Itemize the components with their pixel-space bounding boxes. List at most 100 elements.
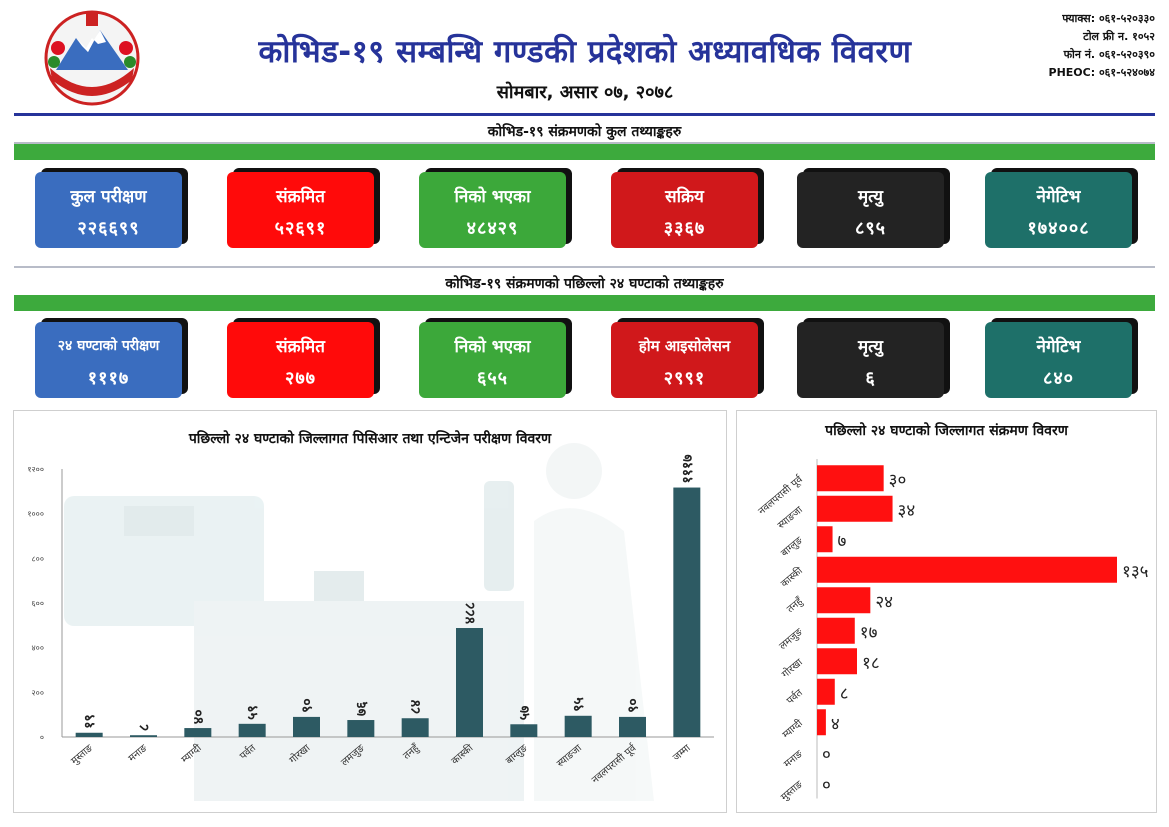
- lab-illustration: [64, 443, 654, 801]
- card-24h-deaths: मृत्यु ६: [797, 322, 944, 398]
- card-label: होम आइसोलेसन: [638, 337, 731, 355]
- bar-value-label: ७६: [354, 701, 370, 716]
- y-tick-label: ४००: [32, 644, 44, 653]
- bar: [401, 718, 429, 737]
- card-label: मृत्यु: [858, 187, 883, 207]
- card-total-deaths: मृत्यु ८९५: [797, 172, 944, 248]
- card-value: ६: [865, 368, 876, 389]
- y-tick-label: १०००: [27, 510, 44, 519]
- bar-value-label: १८: [862, 653, 880, 673]
- bar: [238, 723, 266, 737]
- card-label: २४ घण्टाको परीक्षण: [57, 338, 160, 354]
- last24-section-heading: कोभिड-१९ संक्रमणको पछिल्लो २४ घण्टाको तथ…: [445, 276, 724, 292]
- y-tick-label: मनाङ: [782, 748, 805, 770]
- header-divider: [14, 113, 1155, 116]
- bar-value-label: ८: [137, 724, 153, 731]
- bar: [817, 587, 871, 614]
- card-label: निको भएका: [454, 187, 531, 207]
- toll-free-number: टोल फ्री न. १०५२: [1083, 30, 1155, 43]
- divider: [14, 266, 1155, 268]
- x-tick-label: मनाङ: [127, 742, 150, 764]
- bar-value-label: ८४: [408, 700, 424, 715]
- fax-number: फ्याक्स: ०६१-५२०३३०: [1062, 12, 1155, 25]
- card-value: ६५५: [476, 368, 509, 389]
- tests-chart-panel: पछिल्लो २४ घण्टाको जिल्लागत पिसिआर तथा ए…: [13, 410, 727, 813]
- bar-value-label: ३०: [889, 470, 907, 490]
- y-tick-label: २००: [32, 688, 44, 697]
- card-label: सक्रिय: [665, 187, 704, 207]
- y-tick-label: ६००: [32, 599, 44, 608]
- card-value: ३३६७: [663, 218, 706, 239]
- card-value: ५२६९१: [274, 218, 327, 239]
- bar-value-label: ९५: [571, 697, 587, 712]
- bar: [817, 648, 857, 675]
- y-tick-label: पर्वत: [784, 687, 805, 707]
- card-label: नेगेटिभ: [1036, 337, 1081, 357]
- bar: [817, 526, 833, 553]
- card-value: ८९५: [854, 218, 887, 239]
- infection-chart-panel: पछिल्लो २४ घण्टाको जिल्लागत संक्रमण विवर…: [736, 410, 1157, 813]
- y-tick-label: १२००: [27, 465, 44, 474]
- y-tick-label: मुस्ताङ: [779, 779, 805, 804]
- bar-value-label: ८: [840, 684, 849, 704]
- y-tick-label: ०: [40, 733, 44, 742]
- infection-chart-title: पछिल्लो २४ घण्टाको जिल्लागत संक्रमण विवर…: [825, 423, 1068, 439]
- divider: [14, 142, 1155, 144]
- card-total-active: सक्रिय ३३६७: [611, 172, 758, 248]
- bar-value-label: ९०: [626, 698, 642, 713]
- y-tick-label: स्याङजा: [776, 504, 805, 531]
- bar: [75, 732, 103, 737]
- card-24h-recovered: निको भएका ६५५: [419, 322, 566, 398]
- card-label: संक्रमित: [276, 187, 325, 207]
- bar: [817, 709, 826, 736]
- nepal-emblem-logo: [44, 10, 140, 106]
- y-tick-label: गोरखा: [780, 656, 806, 680]
- card-24h-negative: नेगेटिभ ८४०: [985, 322, 1132, 398]
- bar: [184, 728, 212, 737]
- x-tick-label: जम्मा: [671, 743, 693, 764]
- bar: [673, 487, 701, 737]
- page-title: कोभिड-१९ सम्बन्धि गण्डकी प्रदेशको अध्याव…: [258, 34, 912, 70]
- bar: [130, 735, 157, 737]
- y-tick-label: म्याग्दी: [780, 717, 805, 741]
- bar: [817, 495, 893, 522]
- tests-chart-title: पछिल्लो २४ घण्टाको जिल्लागत पिसिआर तथा ए…: [188, 431, 552, 447]
- bar-value-label: ९०: [300, 698, 316, 713]
- bar: [293, 716, 320, 737]
- y-tick-label: लमजुङ: [778, 626, 806, 652]
- green-band: [14, 295, 1155, 311]
- bar: [619, 716, 646, 737]
- card-label: निको भएका: [454, 337, 531, 357]
- card-total-infected: संक्रमित ५२६९१: [227, 172, 374, 248]
- bar-value-label: १७: [860, 623, 878, 643]
- card-label: कुल परीक्षण: [70, 187, 147, 207]
- bar-value-label: ०: [822, 745, 831, 765]
- bar: [510, 724, 538, 737]
- y-tick-label: कास्की: [778, 565, 805, 590]
- bar-value-label: १९: [82, 714, 98, 729]
- bar-value-label: ५७: [517, 706, 533, 721]
- bar: [817, 556, 1117, 583]
- card-value: २९९१: [663, 368, 706, 389]
- report-date: सोमबार, असार ०७, २०७८: [496, 82, 674, 103]
- card-value: २२६६९९: [77, 218, 140, 239]
- phone-number: फोन नं. ०६१-५२०३९०: [1063, 48, 1155, 61]
- total-section-heading: कोभिड-१९ संक्रमणको कुल तथ्याङ्कहरु: [487, 124, 682, 140]
- bar: [347, 720, 375, 737]
- card-label: मृत्यु: [858, 337, 883, 357]
- green-band: [14, 144, 1155, 160]
- card-value: ८४०: [1042, 368, 1075, 389]
- bar-value-label: २४: [875, 592, 893, 612]
- card-value: २७७: [284, 368, 317, 389]
- card-label: संक्रमित: [276, 337, 325, 357]
- y-tick-label: बाग्लुङ: [779, 535, 805, 559]
- tests-bar-chart: ०२००४००६००८००१०००१२००१९मुस्ताङ८मनाङ४०म्य…: [27, 443, 714, 801]
- card-24h-infected: संक्रमित २७७: [227, 322, 374, 398]
- bar-value-label: ७: [838, 531, 847, 551]
- y-tick-label: तनहुँ: [785, 595, 807, 616]
- bar: [564, 715, 592, 737]
- bar-value-label: ४०: [191, 710, 207, 725]
- card-value: १७४००८: [1027, 218, 1090, 239]
- card-value: ४८४२९: [466, 218, 519, 239]
